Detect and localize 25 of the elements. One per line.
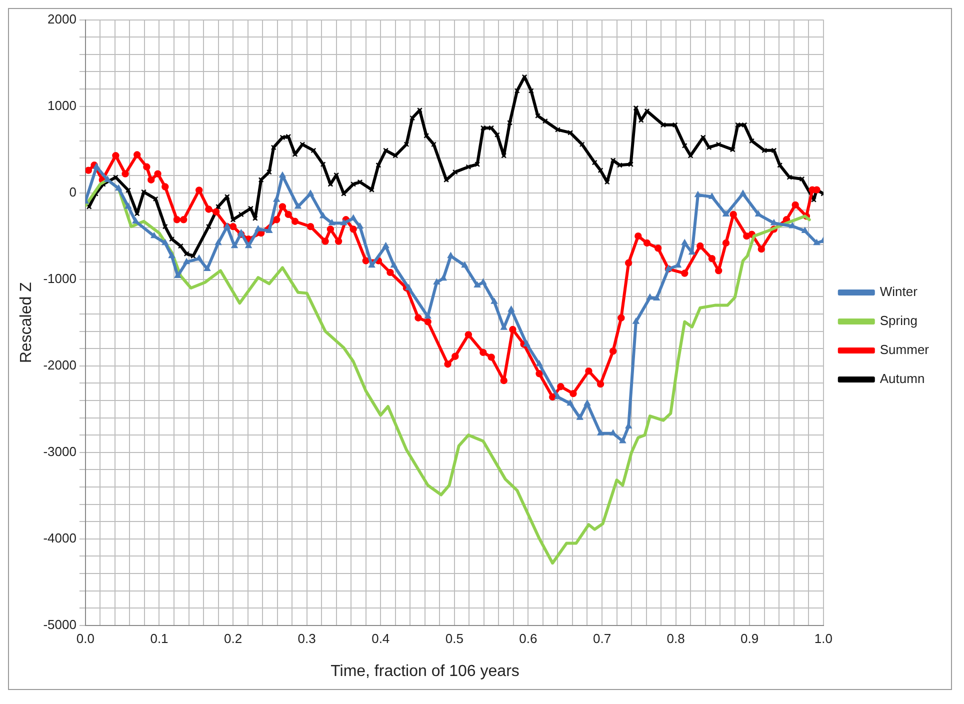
y-tick-label: -4000: [43, 530, 76, 546]
y-tick-label: -5000: [43, 616, 76, 632]
x-tick-label: 0.4: [372, 630, 390, 646]
y-tick-label: -3000: [43, 444, 76, 459]
x-tick-label: 0.2: [224, 630, 242, 646]
x-tick-label: 0.0: [76, 630, 94, 646]
x-tick-label: 0.6: [519, 630, 538, 646]
x-axis-title: Time, fraction of 106 years: [330, 662, 520, 682]
legend-label: Autumn: [880, 371, 925, 386]
y-tick-label: 2000: [48, 11, 76, 26]
x-tick-label: 0.8: [666, 630, 685, 646]
legend-label: Winter: [880, 284, 918, 300]
x-tick-label: 0.3: [298, 630, 316, 646]
y-tick-label: -2000: [43, 357, 76, 372]
x-tick-label: 0.5: [445, 630, 464, 646]
x-tick-label: 0.9: [740, 630, 759, 646]
legend-label: Spring: [880, 313, 918, 328]
y-tick-label: 1000: [48, 98, 76, 113]
legend-label: Summer: [880, 342, 930, 358]
y-tick-label: -1000: [43, 270, 76, 286]
y-axis-title: Rescaled Z: [18, 282, 36, 364]
x-tick-label: 1.0: [814, 630, 832, 646]
x-tick-label: 0.1: [150, 630, 168, 646]
y-tick-label: 0: [69, 184, 76, 200]
x-tick-label: 0.7: [592, 630, 612, 646]
